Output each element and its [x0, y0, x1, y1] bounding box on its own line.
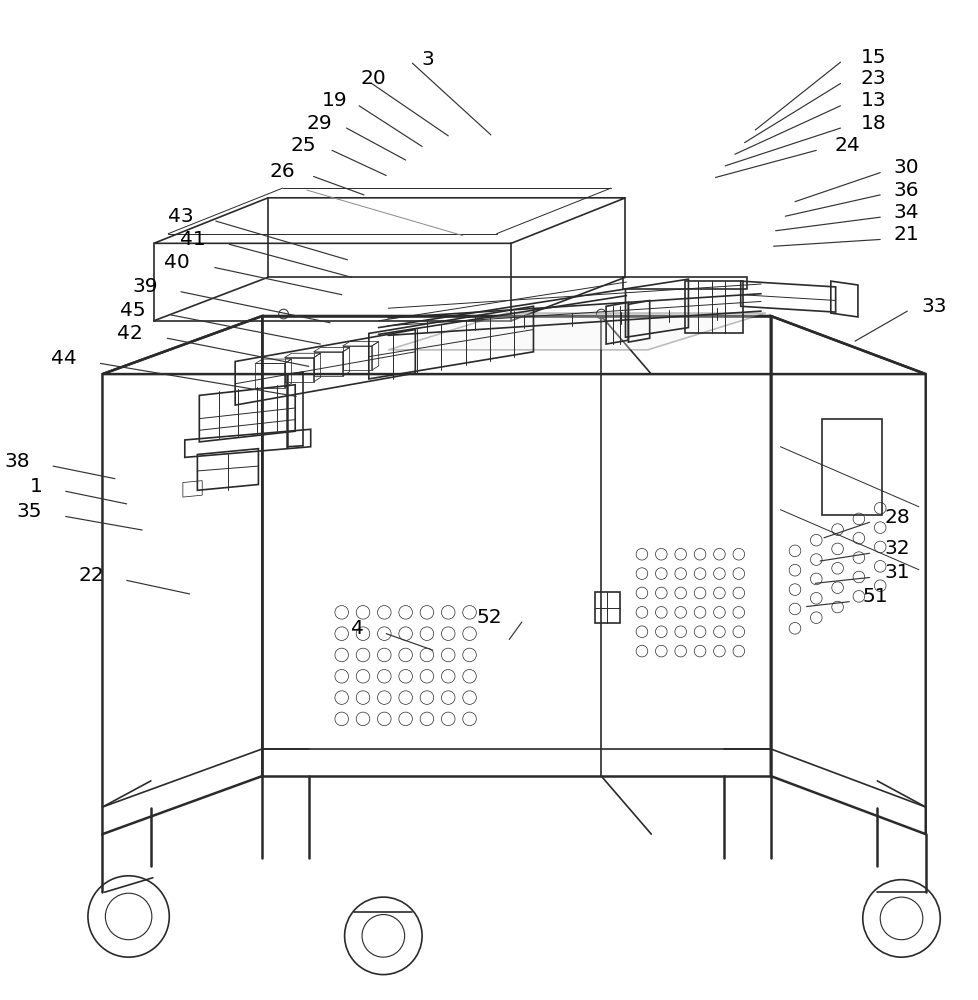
- Text: 26: 26: [269, 162, 295, 181]
- Text: 24: 24: [834, 136, 860, 155]
- Text: 1: 1: [29, 477, 42, 496]
- Text: 39: 39: [132, 277, 157, 296]
- Text: 28: 28: [883, 508, 909, 527]
- Text: 30: 30: [893, 158, 918, 177]
- Text: 20: 20: [360, 69, 386, 88]
- Text: 43: 43: [167, 207, 194, 226]
- Text: 32: 32: [883, 539, 909, 558]
- Text: 44: 44: [51, 349, 76, 368]
- Bar: [595, 592, 619, 623]
- Text: 19: 19: [322, 91, 347, 110]
- Text: 3: 3: [421, 50, 433, 69]
- Polygon shape: [388, 313, 765, 350]
- Text: 38: 38: [4, 452, 29, 471]
- Text: 34: 34: [893, 203, 918, 222]
- Text: 21: 21: [893, 225, 918, 244]
- Text: 31: 31: [883, 563, 909, 582]
- Text: 52: 52: [476, 608, 502, 627]
- Text: 13: 13: [860, 91, 885, 110]
- Text: 45: 45: [120, 301, 146, 320]
- Text: 36: 36: [893, 181, 918, 200]
- Bar: [822, 419, 881, 515]
- Text: 40: 40: [163, 253, 190, 272]
- Text: 41: 41: [180, 230, 206, 249]
- Text: 25: 25: [290, 136, 316, 155]
- Text: 22: 22: [78, 566, 105, 585]
- Text: 4: 4: [351, 619, 364, 638]
- Text: 29: 29: [306, 114, 332, 133]
- Text: 18: 18: [860, 114, 886, 133]
- Text: 33: 33: [921, 297, 947, 316]
- Text: 42: 42: [117, 324, 143, 343]
- Text: 15: 15: [860, 48, 885, 67]
- Text: 23: 23: [860, 69, 885, 88]
- Text: 51: 51: [862, 587, 887, 606]
- Text: 35: 35: [17, 502, 42, 521]
